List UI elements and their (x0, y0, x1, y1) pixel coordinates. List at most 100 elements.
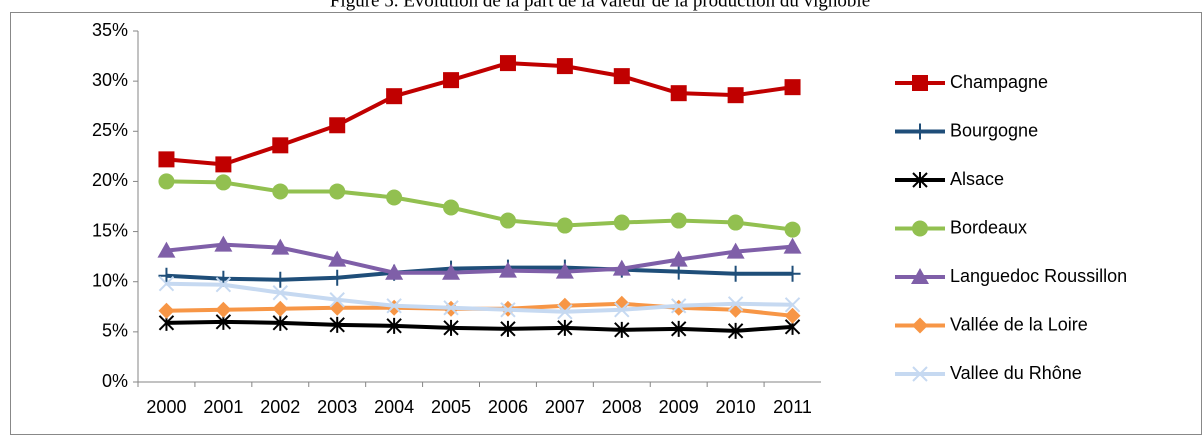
legend-label: Vallee du Rhône (950, 363, 1082, 383)
y-tick-label: 0% (102, 371, 128, 391)
legend-label: Vallée de la Loire (950, 314, 1088, 334)
series-line (166, 61, 793, 167)
marker (556, 217, 573, 234)
marker (272, 137, 289, 154)
marker (726, 242, 745, 259)
marker (727, 265, 744, 282)
x-tick-label: 2000 (146, 397, 186, 417)
marker (613, 214, 630, 231)
marker (442, 263, 461, 280)
series-line (166, 319, 793, 333)
marker (671, 298, 687, 314)
marker (158, 276, 175, 292)
marker (614, 321, 630, 338)
marker (727, 87, 744, 104)
marker (499, 212, 516, 229)
marker (329, 117, 346, 134)
marker (157, 241, 176, 258)
y-tick-label: 25% (92, 120, 128, 140)
marker (272, 285, 288, 301)
x-tick-label: 2003 (317, 397, 357, 417)
marker (329, 269, 346, 286)
series-line (166, 242, 793, 275)
marker (329, 316, 345, 333)
marker (443, 319, 459, 336)
legend-label: Alsace (950, 169, 1004, 189)
marker (386, 189, 403, 206)
legend-label: Languedoc Roussillon (950, 266, 1127, 286)
y-tick-label: 10% (92, 270, 128, 290)
x-tick-label: 2008 (602, 397, 642, 417)
marker (557, 319, 573, 336)
marker (727, 322, 744, 339)
marker (158, 151, 175, 168)
marker (612, 259, 631, 276)
marker (272, 300, 289, 317)
legend-label: Bourgogne (950, 120, 1038, 140)
x-tick-label: 2004 (374, 397, 414, 417)
marker (215, 156, 232, 173)
marker (385, 263, 404, 280)
marker (555, 262, 574, 279)
marker (158, 267, 175, 284)
marker (272, 271, 289, 288)
marker (784, 307, 801, 324)
marker (329, 292, 345, 308)
marker (271, 238, 290, 255)
marker (386, 88, 403, 105)
marker (669, 250, 688, 267)
marker (727, 214, 744, 231)
marker (500, 320, 516, 337)
series-line (166, 281, 793, 314)
chart-border (10, 12, 1202, 435)
marker (215, 301, 232, 318)
y-tick-label: 15% (92, 220, 128, 240)
legend-label: Bordeaux (950, 217, 1027, 237)
marker (911, 268, 929, 284)
y-tick-label: 30% (92, 70, 128, 90)
marker (214, 235, 233, 252)
marker (386, 317, 402, 334)
series-line (166, 265, 793, 282)
marker (784, 265, 801, 282)
marker (556, 58, 573, 75)
marker (272, 183, 289, 200)
x-tick-label: 2010 (716, 397, 756, 417)
x-tick-label: 2002 (260, 397, 300, 417)
marker (783, 237, 802, 254)
marker (614, 302, 630, 318)
marker (671, 320, 687, 337)
y-tick-label: 5% (102, 321, 128, 341)
marker (386, 298, 402, 314)
x-tick-label: 2006 (488, 397, 528, 417)
marker (670, 212, 687, 229)
marker (158, 302, 175, 319)
marker (912, 220, 928, 237)
marker (912, 317, 928, 334)
x-tick-label: 2001 (203, 397, 243, 417)
marker (215, 277, 232, 293)
marker (727, 296, 744, 312)
marker (670, 85, 687, 102)
marker (784, 297, 801, 313)
marker (158, 173, 175, 190)
marker (329, 183, 346, 200)
marker (613, 68, 630, 85)
marker (784, 221, 801, 238)
marker (912, 123, 928, 140)
marker (912, 366, 928, 382)
marker (215, 174, 232, 191)
x-tick-label: 2005 (431, 397, 471, 417)
marker (498, 261, 517, 278)
marker (328, 250, 347, 267)
x-tick-label: 2007 (545, 397, 585, 417)
marker (500, 302, 516, 318)
legend-label: Champagne (950, 72, 1048, 92)
marker (443, 199, 460, 216)
x-tick-label: 2009 (659, 397, 699, 417)
marker (499, 55, 516, 72)
marker (443, 72, 460, 89)
marker (443, 300, 459, 316)
marker (912, 172, 928, 188)
x-tick-label: 2011 (773, 397, 812, 417)
